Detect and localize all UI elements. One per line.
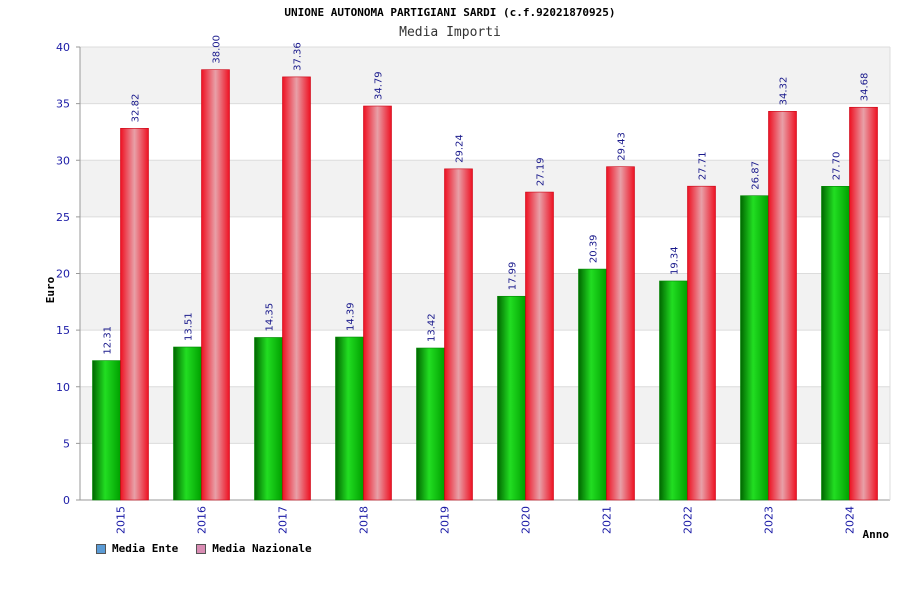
x-axis-label: Anno xyxy=(863,528,890,541)
data-label: 37.36 xyxy=(293,42,304,71)
x-tick-label: 2020 xyxy=(520,506,533,534)
bar-ente-2020 xyxy=(497,295,526,501)
legend-swatch-nazionale xyxy=(196,543,207,554)
data-label: 19.34 xyxy=(670,246,681,275)
data-label: 34.32 xyxy=(779,77,790,106)
bar-ente-2016 xyxy=(173,346,202,501)
data-label: 14.39 xyxy=(346,302,357,331)
legend-swatch-ente xyxy=(96,543,106,554)
y-tick-label: 35 xyxy=(56,98,70,111)
bar-ente-2023 xyxy=(740,195,769,501)
y-tick-label: 25 xyxy=(56,211,70,224)
data-label: 32.82 xyxy=(131,94,142,123)
bar-nazionale-2016 xyxy=(201,69,230,501)
bar-ente-2022 xyxy=(659,280,688,501)
bar-ente-2017 xyxy=(254,337,283,501)
bar-nazionale-2024 xyxy=(849,106,878,501)
x-tick-label: 2018 xyxy=(358,506,371,534)
data-label: 34.79 xyxy=(374,71,385,100)
x-tick-label: 2017 xyxy=(277,506,290,534)
x-tick-label: 2022 xyxy=(682,506,695,534)
y-tick-label: 5 xyxy=(63,437,70,450)
bar-ente-2024 xyxy=(821,185,850,501)
bar-ente-2021 xyxy=(578,268,607,501)
data-label: 34.68 xyxy=(860,73,871,102)
bar-nazionale-2022 xyxy=(687,185,716,501)
bar-ente-2018 xyxy=(335,336,364,501)
x-tick-label: 2021 xyxy=(601,506,614,534)
x-tick-label: 2015 xyxy=(115,506,128,534)
x-axis-ticks: 2015 2016 2017 2018 2019 2020 2021 2022 2023 2024 xyxy=(115,506,857,534)
bar-nazionale-2015 xyxy=(120,128,149,501)
legend-label-ente: Media Ente xyxy=(112,542,179,555)
x-tick-label: 2016 xyxy=(196,506,209,534)
bar-ente-2019 xyxy=(416,347,445,501)
bar-nazionale-2023 xyxy=(768,111,797,501)
data-label: 27.70 xyxy=(832,152,843,181)
legend-label-nazionale: Media Nazionale xyxy=(212,542,312,555)
y-tick-label: 0 xyxy=(63,494,70,507)
bar-nazionale-2018 xyxy=(363,105,392,501)
bar-nazionale-2020 xyxy=(525,191,554,501)
data-label: 26.87 xyxy=(751,161,762,190)
y-axis-label: Euro xyxy=(44,276,57,303)
legend: Media Ente Media Nazionale xyxy=(96,542,312,555)
bar-ente-2015 xyxy=(92,360,121,501)
data-label: 29.43 xyxy=(617,132,628,161)
data-label: 14.35 xyxy=(265,303,276,332)
y-axis-ticks: 0 5 10 15 20 25 30 35 40 xyxy=(56,41,80,507)
data-label: 13.51 xyxy=(184,312,195,341)
data-labels: 12.31 32.82 13.51 38.00 14.35 37.36 14.39 34.79… xyxy=(103,35,871,355)
bars xyxy=(92,69,878,501)
chart-subtitle: Media Importi xyxy=(399,25,501,40)
bar-nazionale-2019 xyxy=(444,168,473,501)
x-tick-label: 2024 xyxy=(844,506,857,534)
data-label: 27.19 xyxy=(536,157,547,186)
data-label: 13.42 xyxy=(427,313,438,342)
x-tick-label: 2019 xyxy=(439,506,452,534)
data-label: 12.31 xyxy=(103,326,114,355)
y-tick-label: 10 xyxy=(56,381,70,394)
y-tick-label: 30 xyxy=(56,154,70,167)
y-tick-label: 15 xyxy=(56,324,70,337)
x-tick-label: 2023 xyxy=(763,506,776,534)
bar-nazionale-2017 xyxy=(282,76,311,501)
bar-nazionale-2021 xyxy=(606,166,635,501)
y-tick-label: 20 xyxy=(56,268,70,281)
y-tick-label: 40 xyxy=(56,41,70,54)
legend-item-nazionale: Media Nazionale xyxy=(196,542,312,555)
data-label: 20.39 xyxy=(589,234,600,263)
data-label: 29.24 xyxy=(455,134,466,163)
legend-item-ente: Media Ente xyxy=(96,542,178,555)
chart-title: UNIONE AUTONOMA PARTIGIANI SARDI (c.f.92… xyxy=(284,6,616,19)
data-label: 27.71 xyxy=(698,152,709,181)
data-label: 38.00 xyxy=(212,35,223,64)
data-label: 17.99 xyxy=(508,262,519,291)
